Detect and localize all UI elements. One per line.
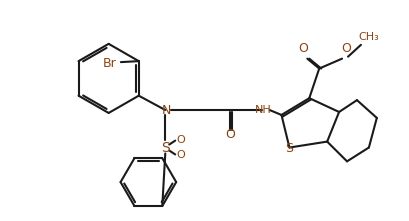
Text: O: O [176,135,185,145]
Text: S: S [285,142,293,155]
Text: N: N [161,103,171,116]
Text: NH: NH [255,105,271,115]
Text: O: O [176,151,185,160]
Text: O: O [225,128,234,141]
Text: S: S [160,141,169,154]
Text: O: O [340,42,350,55]
Text: Br: Br [103,57,117,70]
Text: CH₃: CH₃ [357,32,378,42]
Text: O: O [298,42,308,55]
